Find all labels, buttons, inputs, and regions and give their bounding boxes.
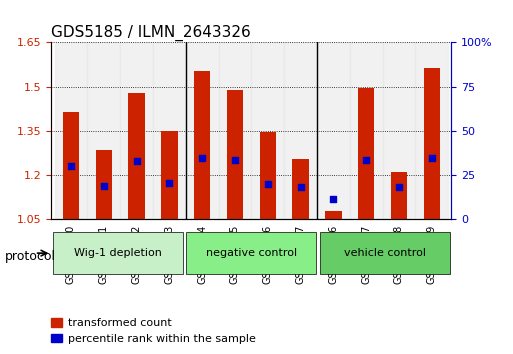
Text: negative control: negative control: [206, 248, 297, 258]
Legend: transformed count, percentile rank within the sample: transformed count, percentile rank withi…: [47, 314, 260, 348]
Text: Wig-1 depletion: Wig-1 depletion: [74, 248, 162, 258]
Bar: [120, 42, 153, 219]
Bar: [194, 70, 210, 219]
Bar: [54, 42, 87, 219]
Bar: [95, 150, 112, 219]
Point: [264, 181, 272, 187]
Bar: [260, 132, 276, 219]
Bar: [358, 88, 374, 219]
Bar: [161, 131, 177, 219]
Point: [198, 156, 206, 161]
Point: [231, 158, 239, 163]
Bar: [219, 42, 251, 219]
Bar: [251, 42, 284, 219]
Bar: [186, 42, 219, 219]
Point: [297, 184, 305, 190]
Bar: [391, 172, 407, 219]
Bar: [350, 42, 383, 219]
FancyBboxPatch shape: [186, 233, 317, 274]
Point: [395, 184, 403, 190]
Bar: [63, 112, 79, 219]
Text: protocol: protocol: [5, 250, 56, 263]
Point: [329, 196, 338, 202]
Point: [362, 158, 370, 163]
Point: [428, 156, 436, 161]
Bar: [424, 68, 440, 219]
Text: GDS5185 / ILMN_2643326: GDS5185 / ILMN_2643326: [51, 25, 251, 41]
Bar: [227, 90, 243, 219]
Bar: [87, 42, 120, 219]
Point: [132, 158, 141, 164]
Bar: [128, 93, 145, 219]
Bar: [292, 159, 309, 219]
FancyBboxPatch shape: [320, 233, 450, 274]
Bar: [153, 42, 186, 219]
Text: vehicle control: vehicle control: [344, 248, 426, 258]
Bar: [284, 42, 317, 219]
FancyBboxPatch shape: [53, 233, 183, 274]
Bar: [317, 42, 350, 219]
Bar: [383, 42, 416, 219]
Bar: [416, 42, 448, 219]
Point: [67, 164, 75, 169]
Point: [165, 181, 173, 186]
Bar: [325, 211, 342, 219]
Point: [100, 183, 108, 189]
